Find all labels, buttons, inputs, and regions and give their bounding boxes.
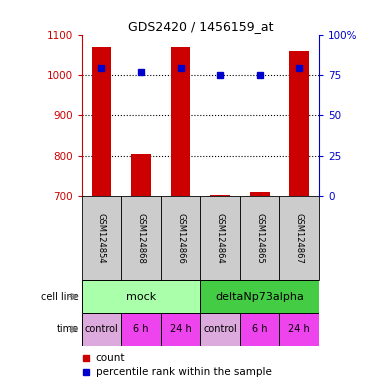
- Bar: [82, 313, 121, 346]
- Bar: [161, 313, 200, 346]
- Text: time: time: [57, 324, 79, 334]
- Text: deltaNp73alpha: deltaNp73alpha: [215, 291, 304, 302]
- Bar: [92, 48, 111, 196]
- Bar: [240, 196, 279, 280]
- Bar: [200, 196, 240, 280]
- Text: GSM124867: GSM124867: [295, 213, 304, 263]
- Bar: [171, 48, 190, 196]
- Text: control: control: [85, 324, 118, 334]
- Text: 6 h: 6 h: [252, 324, 267, 334]
- Text: 24 h: 24 h: [288, 324, 310, 334]
- Text: GSM124868: GSM124868: [137, 213, 145, 263]
- Bar: [279, 313, 319, 346]
- Bar: [200, 280, 319, 313]
- Text: GSM124864: GSM124864: [216, 213, 224, 263]
- Bar: [279, 196, 319, 280]
- Text: percentile rank within the sample: percentile rank within the sample: [96, 367, 272, 377]
- Bar: [161, 196, 200, 280]
- Text: mock: mock: [126, 291, 156, 302]
- Bar: [121, 196, 161, 280]
- Bar: [210, 195, 230, 196]
- Bar: [240, 313, 279, 346]
- Bar: [82, 196, 121, 280]
- Bar: [289, 51, 309, 196]
- Text: control: control: [203, 324, 237, 334]
- Title: GDS2420 / 1456159_at: GDS2420 / 1456159_at: [128, 20, 273, 33]
- Bar: [82, 280, 200, 313]
- Text: 6 h: 6 h: [133, 324, 149, 334]
- Bar: [131, 154, 151, 196]
- Text: cell line: cell line: [42, 291, 79, 302]
- Bar: [200, 313, 240, 346]
- Text: GSM124854: GSM124854: [97, 213, 106, 263]
- Text: count: count: [96, 353, 125, 363]
- Text: GSM124866: GSM124866: [176, 213, 185, 263]
- Bar: [121, 313, 161, 346]
- Text: GSM124865: GSM124865: [255, 213, 264, 263]
- Bar: [250, 192, 270, 196]
- Text: 24 h: 24 h: [170, 324, 191, 334]
